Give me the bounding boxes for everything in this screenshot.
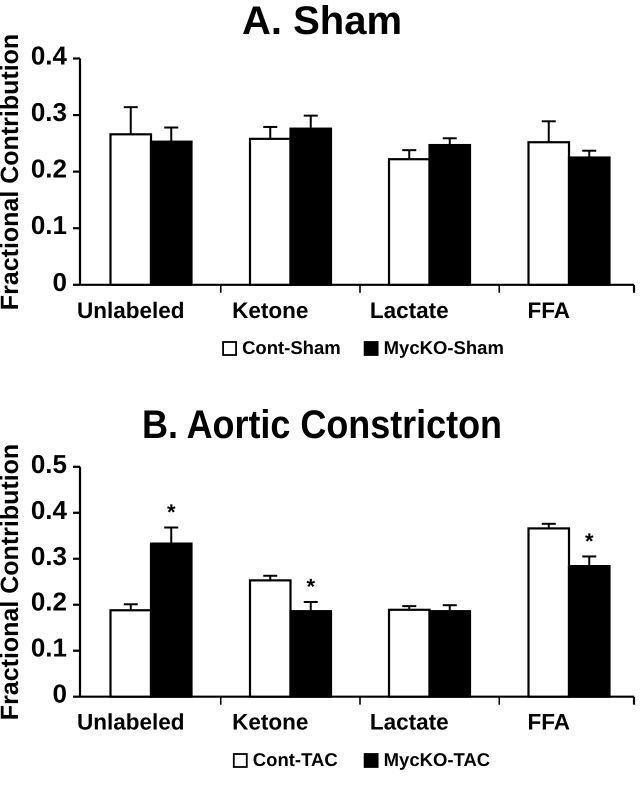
svg-text:0.4: 0.4 (31, 41, 68, 71)
svg-text:0.2: 0.2 (31, 587, 67, 617)
svg-text:Ketone: Ketone (232, 710, 308, 735)
svg-text:*: * (167, 499, 176, 524)
svg-text:Lactate: Lactate (370, 710, 449, 735)
svg-text:MycKO-TAC: MycKO-TAC (384, 749, 491, 770)
svg-text:FFA: FFA (528, 710, 571, 735)
svg-text:0.1: 0.1 (31, 633, 67, 663)
svg-text:Fractional Contribution: Fractional Contribution (0, 444, 24, 720)
svg-text:0.3: 0.3 (31, 541, 67, 571)
svg-text:0.5: 0.5 (31, 449, 67, 479)
svg-text:Cont-Sham: Cont-Sham (242, 337, 341, 358)
svg-text:Ketone: Ketone (232, 298, 308, 323)
svg-text:*: * (585, 528, 594, 553)
svg-text:0.2: 0.2 (31, 154, 67, 184)
svg-text:0.1: 0.1 (31, 210, 67, 240)
svg-text:0.4: 0.4 (31, 495, 68, 525)
svg-text:Unlabeled: Unlabeled (77, 710, 185, 735)
svg-text:0: 0 (53, 267, 67, 297)
svg-text:Cont-TAC: Cont-TAC (253, 749, 338, 770)
svg-text:Lactate: Lactate (370, 298, 449, 323)
svg-text:FFA: FFA (528, 298, 571, 323)
svg-text:0: 0 (53, 679, 67, 709)
svg-text:MycKO-Sham: MycKO-Sham (384, 337, 504, 358)
svg-text:B. Aortic Constricton: B. Aortic Constricton (142, 403, 502, 447)
svg-text:Fractional Contribution: Fractional Contribution (0, 34, 24, 310)
svg-text:0.3: 0.3 (31, 97, 67, 127)
svg-text:Unlabeled: Unlabeled (77, 298, 185, 323)
svg-text:A. Sham: A. Sham (242, 0, 402, 43)
svg-text:*: * (306, 574, 315, 599)
